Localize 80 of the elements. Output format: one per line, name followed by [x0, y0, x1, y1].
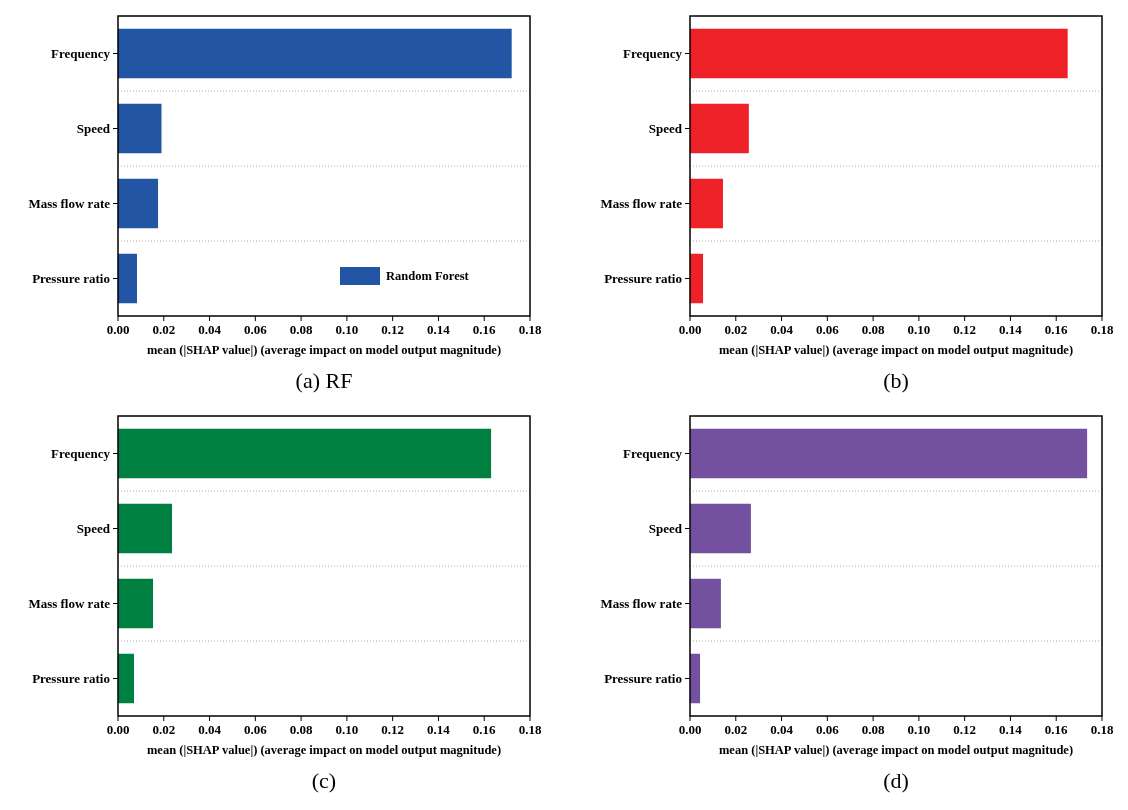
x-tick-label: 0.16 [472, 322, 497, 337]
x-tick-label: 0.04 [198, 322, 222, 337]
bar [118, 428, 492, 479]
bar [118, 253, 137, 304]
x-tick-label: 0.00 [678, 722, 702, 737]
x-tick-label: 0.10 [907, 322, 931, 337]
y-tick-label: Pressure ratio [604, 671, 682, 687]
y-tick-label: Pressure ratio [32, 671, 110, 687]
y-tick-label: Mass flow rate [28, 596, 111, 612]
bar [690, 103, 749, 154]
x-tick-label: 0.18 [1090, 322, 1114, 337]
bar [118, 178, 159, 229]
x-tick-label: 0.10 [335, 322, 359, 337]
x-axis-title: mean (|SHAP value|) (average impact on model output magnitude) [146, 343, 502, 357]
x-tick-label: 0.08 [289, 322, 313, 337]
x-tick-label: 0.14 [999, 322, 1023, 337]
x-tick-label: 0.04 [198, 722, 222, 737]
x-tick-label: 0.12 [953, 722, 977, 737]
y-tick-label: Frequency [623, 46, 683, 62]
y-tick-label: Speed [648, 121, 683, 137]
bar [690, 28, 1068, 79]
bar [690, 578, 721, 629]
x-tick-label: 0.10 [335, 722, 359, 737]
x-tick-label: 0.00 [678, 322, 702, 337]
x-tick-label: 0.02 [724, 722, 748, 737]
y-tick-label: Frequency [51, 46, 111, 62]
x-tick-label: 0.18 [518, 322, 542, 337]
x-tick-label: 0.06 [243, 322, 268, 337]
x-tick-label: 0.06 [243, 722, 268, 737]
x-tick-label: 0.02 [152, 322, 176, 337]
y-tick-label: Mass flow rate [600, 196, 683, 212]
y-tick-label: Mass flow rate [28, 196, 111, 212]
x-tick-label: 0.00 [106, 722, 130, 737]
x-tick-label: 0.08 [861, 722, 885, 737]
bar [118, 103, 162, 154]
x-tick-label: 0.14 [427, 322, 451, 337]
x-tick-label: 0.12 [381, 722, 405, 737]
x-tick-label: 0.16 [472, 722, 497, 737]
x-tick-label: 0.16 [1044, 722, 1069, 737]
x-tick-label: 0.04 [770, 322, 794, 337]
y-tick-label: Speed [76, 521, 111, 537]
bar [690, 503, 751, 554]
x-tick-label: 0.12 [381, 322, 405, 337]
x-tick-label: 0.10 [907, 722, 931, 737]
bar [118, 28, 512, 79]
y-tick-label: Frequency [623, 446, 683, 462]
x-tick-label: 0.14 [427, 722, 451, 737]
legend-label: Random Forest [386, 269, 470, 284]
y-tick-label: Pressure ratio [604, 271, 682, 287]
x-axis-title: mean (|SHAP value|) (average impact on model output magnitude) [146, 743, 502, 757]
bar [690, 178, 723, 229]
x-tick-label: 0.02 [152, 722, 176, 737]
text: (b) [883, 368, 909, 393]
x-tick-label: 0.08 [289, 722, 313, 737]
x-tick-label: 0.18 [1090, 722, 1114, 737]
x-tick-label: 0.18 [518, 722, 542, 737]
x-tick-label: 0.12 [953, 322, 977, 337]
y-tick-label: Mass flow rate [600, 596, 683, 612]
bar [118, 503, 173, 554]
y-tick-label: Pressure ratio [32, 271, 110, 287]
x-axis-title: mean (|SHAP value|) (average impact on model output magnitude) [718, 343, 1074, 357]
y-tick-label: Frequency [51, 446, 111, 462]
x-tick-label: 0.06 [815, 322, 840, 337]
x-tick-label: 0.08 [861, 322, 885, 337]
x-tick-label: 0.16 [1044, 322, 1069, 337]
bar [690, 428, 1088, 479]
x-tick-label: 0.14 [999, 722, 1023, 737]
x-tick-label: 0.06 [815, 722, 840, 737]
text: (d) [883, 768, 909, 793]
x-tick-label: 0.04 [770, 722, 794, 737]
x-tick-label: 0.00 [106, 322, 130, 337]
x-tick-label: 0.02 [724, 322, 748, 337]
x-axis-title: mean (|SHAP value|) (average impact on model output magnitude) [718, 743, 1074, 757]
text: (c) [311, 768, 337, 793]
bar [118, 578, 154, 629]
y-tick-label: Speed [648, 521, 683, 537]
bar [118, 653, 135, 704]
text: (a) RF [295, 368, 353, 393]
bar [690, 253, 704, 304]
y-tick-label: Speed [76, 121, 111, 137]
